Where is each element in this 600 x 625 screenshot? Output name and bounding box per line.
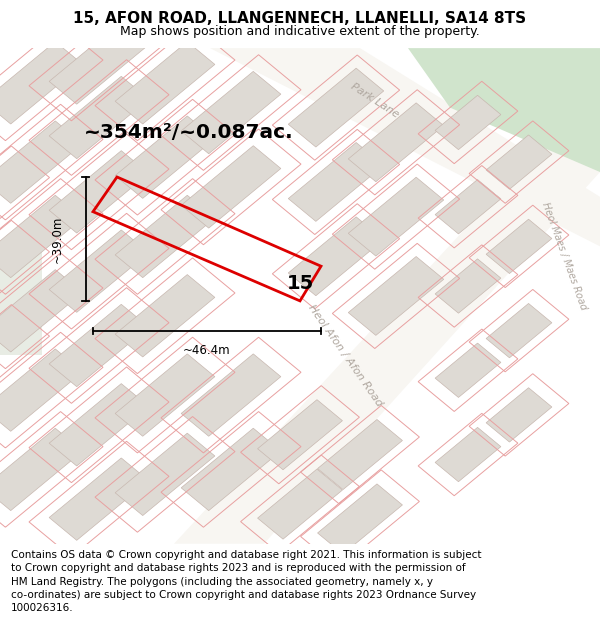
- Polygon shape: [181, 146, 281, 228]
- Polygon shape: [288, 68, 384, 147]
- Polygon shape: [257, 469, 343, 539]
- Polygon shape: [181, 428, 281, 511]
- Text: ~46.4m: ~46.4m: [183, 344, 231, 357]
- Polygon shape: [317, 484, 403, 554]
- Text: 15: 15: [286, 274, 314, 293]
- Polygon shape: [435, 343, 501, 398]
- Polygon shape: [49, 458, 149, 541]
- Polygon shape: [257, 399, 343, 470]
- Polygon shape: [49, 76, 149, 159]
- Text: Contains OS data © Crown copyright and database right 2021. This information is : Contains OS data © Crown copyright and d…: [11, 550, 481, 613]
- Polygon shape: [115, 274, 215, 357]
- Text: ~354m²/~0.087ac.: ~354m²/~0.087ac.: [84, 123, 293, 142]
- Polygon shape: [115, 195, 215, 278]
- Polygon shape: [317, 419, 403, 489]
- Polygon shape: [348, 177, 444, 256]
- Polygon shape: [435, 259, 501, 313]
- Polygon shape: [210, 48, 600, 246]
- Polygon shape: [435, 428, 501, 482]
- Polygon shape: [49, 384, 149, 466]
- Polygon shape: [348, 256, 444, 336]
- Text: Heol Afon / Afon Road: Heol Afon / Afon Road: [306, 302, 384, 408]
- Polygon shape: [288, 142, 384, 221]
- Polygon shape: [115, 354, 215, 436]
- Polygon shape: [181, 71, 281, 154]
- Polygon shape: [49, 304, 149, 387]
- Text: Heol Maes / Maes Road: Heol Maes / Maes Road: [540, 201, 588, 311]
- Polygon shape: [408, 48, 600, 172]
- Polygon shape: [435, 179, 501, 234]
- Polygon shape: [49, 151, 149, 233]
- Polygon shape: [486, 388, 552, 442]
- Polygon shape: [49, 22, 149, 104]
- Polygon shape: [288, 217, 384, 296]
- Polygon shape: [486, 219, 552, 274]
- Polygon shape: [0, 195, 83, 278]
- Text: Map shows position and indicative extent of the property.: Map shows position and indicative extent…: [120, 24, 480, 38]
- Polygon shape: [174, 83, 600, 544]
- Polygon shape: [486, 135, 552, 189]
- Text: ~39.0m: ~39.0m: [50, 215, 64, 262]
- Polygon shape: [348, 103, 444, 182]
- Polygon shape: [435, 95, 501, 149]
- Polygon shape: [115, 116, 215, 198]
- Polygon shape: [115, 433, 215, 516]
- Polygon shape: [0, 42, 83, 124]
- Polygon shape: [115, 42, 215, 124]
- Polygon shape: [0, 269, 83, 352]
- Polygon shape: [0, 246, 42, 356]
- Polygon shape: [49, 230, 149, 312]
- Text: Park Lane: Park Lane: [349, 81, 401, 119]
- Polygon shape: [486, 304, 552, 358]
- Text: 15, AFON ROAD, LLANGENNECH, LLANELLI, SA14 8TS: 15, AFON ROAD, LLANGENNECH, LLANELLI, SA…: [73, 11, 527, 26]
- Polygon shape: [0, 428, 83, 511]
- Polygon shape: [0, 121, 83, 203]
- Polygon shape: [0, 349, 83, 431]
- Polygon shape: [181, 354, 281, 436]
